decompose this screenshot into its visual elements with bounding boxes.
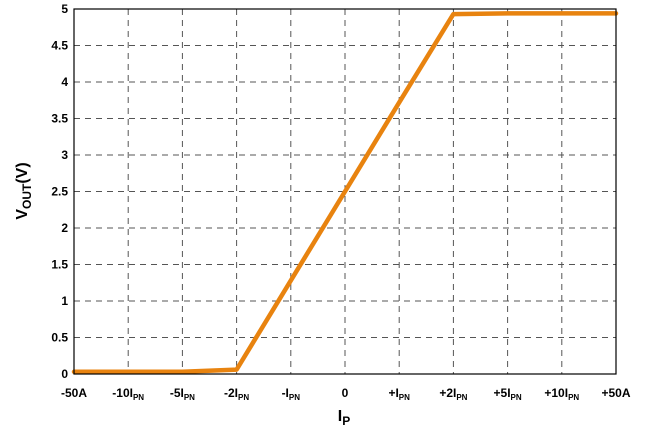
x-tick-label: +5IPN	[494, 386, 522, 402]
x-tick-label: +50A	[601, 386, 630, 400]
y-tick-label: 2.5	[51, 185, 68, 199]
y-tick-label: 4.5	[51, 39, 68, 53]
x-axis-title-main: I	[338, 408, 342, 425]
y-tick-label: 3.5	[51, 112, 68, 126]
y-axis-title: VOUT(V)	[14, 162, 34, 219]
y-tick-label: 4	[61, 75, 68, 89]
y-axis-title-sub: OUT	[20, 183, 34, 209]
y-tick-label: 5	[61, 2, 68, 16]
y-axis-title-main: V	[14, 209, 31, 220]
x-tick-label: -5IPN	[170, 386, 195, 402]
y-tick-label: 3	[61, 148, 68, 162]
y-tick-label: 1.5	[51, 258, 68, 272]
y-tick-label: 0	[61, 367, 68, 381]
plot-frame	[73, 8, 617, 375]
x-tick-label: -2IPN	[224, 386, 249, 402]
grid	[74, 9, 616, 374]
y-tick-label: 2	[61, 221, 68, 235]
x-axis-title: IP	[338, 408, 350, 428]
y-tick-label: 1	[61, 294, 68, 308]
series-layer	[71, 11, 619, 375]
y-tick-label: 0.5	[51, 331, 68, 345]
x-tick-label: 0	[342, 386, 349, 400]
x-tick-label: +2IPN	[439, 386, 467, 402]
y-tick-labels: 0 0.5 1 1.5 2 2.5 3 3.5 4 4.5 5	[51, 2, 68, 381]
x-tick-label: -IPN	[282, 386, 301, 402]
x-tick-labels: -50A -10IPN -5IPN -2IPN -IPN 0 +IPN +2IPN +5IPN +…	[61, 386, 631, 402]
series-line	[71, 11, 619, 375]
x-tick-label: +10IPN	[544, 386, 579, 402]
x-axis-title-sub: P	[342, 414, 350, 428]
y-axis-title-suffix: (V)	[14, 162, 31, 183]
x-tick-label: +IPN	[388, 386, 410, 402]
x-tick-label: -10IPN	[112, 386, 144, 402]
x-tick-label: -50A	[61, 386, 87, 400]
